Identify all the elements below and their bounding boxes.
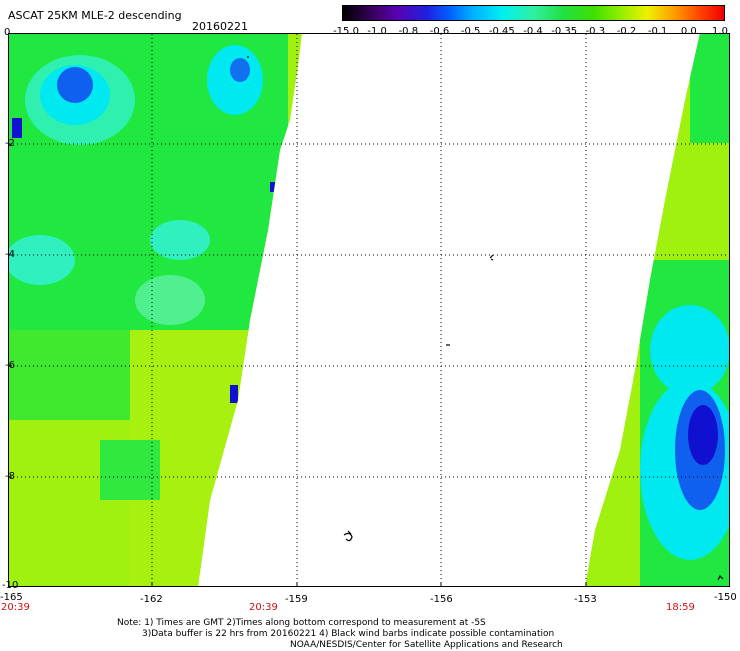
blue-region xyxy=(230,385,238,403)
lon-label: -153 xyxy=(574,594,597,605)
green-region xyxy=(690,33,730,143)
cyan-region xyxy=(650,305,730,395)
colorbar-label: -0.45 xyxy=(488,26,515,37)
blue-region xyxy=(57,67,93,103)
blue-region xyxy=(12,118,22,138)
graticule xyxy=(9,34,729,586)
green-region xyxy=(8,330,138,420)
time-label: 20:39 xyxy=(249,602,278,613)
colorbar-label: 0.0 xyxy=(680,26,697,37)
lat-label: -10 xyxy=(2,580,19,591)
time-label: 20:39 xyxy=(1,602,30,613)
left-swath xyxy=(8,33,302,587)
lon-label: -165 xyxy=(0,592,23,603)
time-label: 18:59 xyxy=(666,602,695,613)
lon-label: -150 xyxy=(714,592,737,603)
lat-label: -8 xyxy=(5,471,15,482)
product-title: ASCAT 25KM MLE-2 descending xyxy=(8,9,182,22)
colorbar-label: 1.0 xyxy=(712,26,728,37)
lat-label: -6 xyxy=(5,360,15,371)
product-date: 20160221 xyxy=(192,20,248,33)
lon-label: -156 xyxy=(430,594,453,605)
colorbar-label: -0.5 xyxy=(460,26,481,37)
note-line: 3)Data buffer is 22 hrs from 20160221 4)… xyxy=(142,629,555,639)
colorbar-label: -0.35 xyxy=(551,26,578,37)
note-line: Note: 1) Times are GMT 2)Times along bot… xyxy=(117,618,486,628)
lat-label: 0 xyxy=(4,27,11,38)
colorbar-label: -15.0 xyxy=(333,26,359,37)
colorbar-label: -0.1 xyxy=(647,26,668,37)
green-region xyxy=(100,440,160,500)
aqua-region xyxy=(135,275,205,325)
lon-label: -159 xyxy=(285,594,308,605)
colorbar-label: -1.0 xyxy=(367,26,387,37)
cyan-region xyxy=(8,235,75,285)
colorbar-label: -0.8 xyxy=(398,26,419,37)
lon-label: -162 xyxy=(140,594,163,605)
colorbar-label: -0.3 xyxy=(585,26,606,37)
colorbar-label: -0.4 xyxy=(523,26,543,37)
colorbar xyxy=(342,5,725,21)
lat-label: -4 xyxy=(5,249,15,260)
lat-label: -2 xyxy=(5,138,15,149)
blue-region xyxy=(270,182,278,192)
wind-barbs xyxy=(247,56,724,581)
plot-frame xyxy=(8,33,730,587)
cyan-region xyxy=(150,220,210,260)
deep-blue-region xyxy=(688,405,718,465)
note-line: NOAA/NESDIS/Center for Satellite Applica… xyxy=(290,640,563,650)
colorbar-label: -0.6 xyxy=(429,26,450,37)
blue-region xyxy=(230,58,250,82)
colorbar-label: -0.2 xyxy=(616,26,637,37)
